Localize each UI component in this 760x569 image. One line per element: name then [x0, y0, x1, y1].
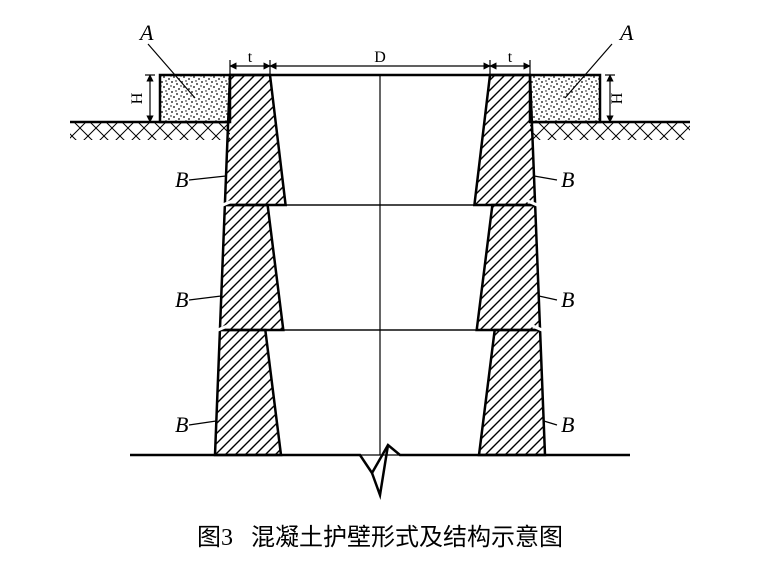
collar-right [530, 75, 600, 122]
label-B-left-2: B [175, 287, 188, 312]
wall-right-seg-3 [479, 330, 545, 455]
dim-D-label: D [374, 49, 386, 66]
dim-H-right-label: H [609, 92, 626, 104]
ground-hatch-left [70, 122, 230, 140]
leader-B-right-3 [544, 421, 557, 425]
label-B-right-1: B [561, 167, 574, 192]
wall-right-seg-2 [477, 205, 540, 330]
collar-left [160, 75, 230, 122]
dim-H-left-label: H [129, 92, 146, 104]
ground-hatch-right [530, 122, 690, 140]
label-A-left: A [138, 20, 154, 45]
dim-t-left-label: t [248, 49, 253, 66]
dim-t-right-label: t [508, 49, 513, 66]
caption: 图3混凝土护壁形式及结构示意图 [197, 524, 563, 551]
label-B-right-3: B [561, 412, 574, 437]
leader-B-left-2 [189, 296, 221, 300]
leader-B-right-2 [539, 296, 557, 300]
wall-left-seg-2 [220, 205, 283, 330]
label-A-right: A [618, 20, 634, 45]
leader-B-right-1 [534, 176, 557, 180]
label-B-left-3: B [175, 412, 188, 437]
leader-B-left-1 [189, 176, 226, 180]
wall-left-seg-1 [225, 75, 286, 205]
label-B-left-1: B [175, 167, 188, 192]
wall-right-seg-1 [474, 75, 535, 205]
leader-B-left-3 [189, 421, 216, 425]
label-B-right-2: B [561, 287, 574, 312]
wall-left-seg-3 [215, 330, 281, 455]
